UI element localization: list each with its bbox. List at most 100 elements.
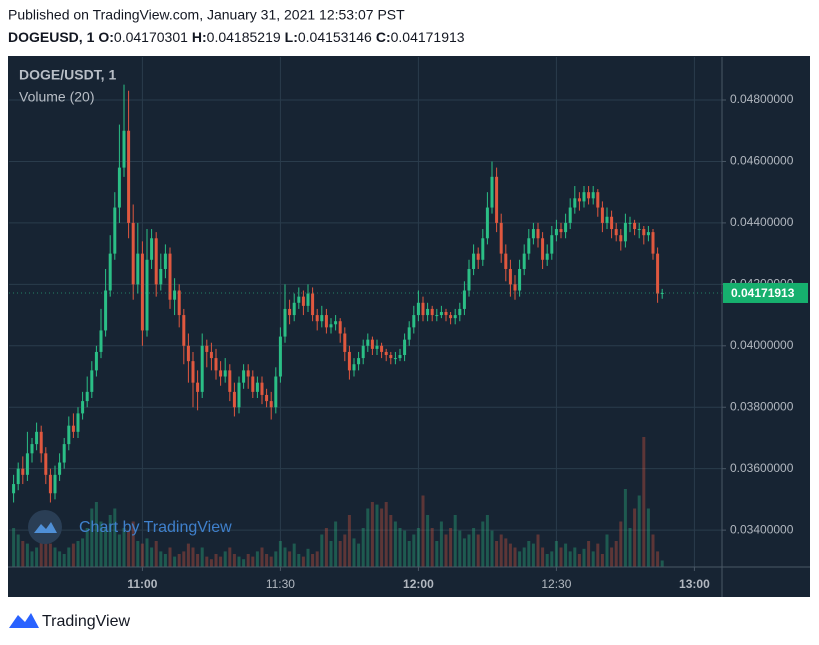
volume-bar bbox=[651, 534, 655, 567]
candle-body bbox=[458, 308, 462, 316]
volume-bar bbox=[380, 508, 384, 567]
volume-bar bbox=[67, 547, 71, 567]
candle-body bbox=[315, 315, 319, 322]
x-tick-label: 12:00 bbox=[403, 577, 434, 591]
candle-body bbox=[163, 253, 167, 269]
candle-body bbox=[113, 207, 117, 254]
candle-body bbox=[554, 229, 558, 236]
volume-bar bbox=[196, 554, 200, 567]
volume-bar bbox=[209, 559, 213, 567]
candle-body bbox=[209, 351, 213, 359]
y-tick-label: 0.03600000 bbox=[730, 461, 794, 475]
candle-body bbox=[320, 315, 324, 322]
candle-body bbox=[568, 207, 572, 223]
candle-body bbox=[117, 167, 121, 208]
footer-icon bbox=[9, 613, 39, 628]
candle-body bbox=[361, 345, 365, 359]
candle-body bbox=[531, 229, 535, 239]
low-label: L: bbox=[285, 29, 298, 45]
volume-bar bbox=[81, 538, 85, 567]
volume-bar bbox=[58, 551, 62, 567]
candle-body bbox=[407, 327, 411, 340]
candle-body bbox=[623, 222, 627, 242]
candle-body bbox=[559, 229, 563, 233]
candle-body bbox=[416, 302, 420, 316]
candle-body bbox=[435, 315, 439, 317]
candle-body bbox=[25, 453, 29, 475]
volume-bar bbox=[90, 508, 94, 567]
candle-body bbox=[504, 253, 508, 269]
candle-body bbox=[53, 474, 57, 494]
candle-body bbox=[154, 238, 158, 285]
volume-bar bbox=[292, 543, 296, 567]
volume-bar bbox=[366, 508, 370, 567]
volume-bar bbox=[495, 541, 499, 567]
candle-body bbox=[306, 293, 310, 306]
volume-bar bbox=[173, 556, 177, 567]
candle-body bbox=[283, 308, 287, 337]
open-value: 0.04170301 bbox=[114, 29, 188, 45]
volume-bar bbox=[168, 547, 172, 567]
candle-body bbox=[430, 308, 434, 316]
volume-bar bbox=[297, 554, 301, 567]
candle-body bbox=[104, 290, 108, 331]
candle-body bbox=[651, 232, 655, 254]
y-tick-label: 0.04600000 bbox=[730, 154, 794, 168]
candle-body bbox=[274, 376, 278, 408]
volume-bar bbox=[614, 541, 618, 567]
volume-bar bbox=[288, 551, 292, 567]
candle-body bbox=[30, 444, 34, 454]
candle-body bbox=[334, 321, 338, 325]
volume-bar bbox=[255, 551, 259, 567]
candle-body bbox=[499, 222, 503, 254]
candle-body bbox=[255, 382, 259, 392]
candle-body bbox=[357, 358, 361, 365]
candle-body bbox=[628, 222, 632, 224]
candle-body bbox=[67, 425, 71, 445]
volume-bar bbox=[357, 543, 361, 567]
volume-bar bbox=[16, 534, 20, 567]
volume-bar bbox=[499, 534, 503, 567]
y-tick-label: 0.04400000 bbox=[730, 215, 794, 229]
volume-bar bbox=[481, 521, 485, 567]
candle-body bbox=[191, 361, 195, 383]
volume-bar bbox=[315, 551, 319, 567]
volume-bar bbox=[35, 547, 39, 567]
candle-body bbox=[140, 253, 144, 331]
volume-bar bbox=[449, 528, 453, 567]
candle-body bbox=[44, 453, 48, 475]
volume-bar bbox=[564, 543, 568, 567]
candle-body bbox=[536, 229, 540, 239]
volume-bar bbox=[85, 528, 89, 567]
volume-bar bbox=[76, 541, 80, 567]
volume-bar bbox=[177, 554, 181, 567]
footer-brand: TradingView bbox=[42, 613, 130, 630]
candle-body bbox=[467, 268, 471, 291]
volume-bar bbox=[531, 543, 535, 567]
volume-bar bbox=[269, 556, 273, 567]
volume-bar bbox=[251, 556, 255, 567]
volume-bar bbox=[421, 495, 425, 567]
volume-bar bbox=[660, 560, 664, 567]
y-tick-label: 0.04800000 bbox=[730, 92, 794, 106]
volume-bar bbox=[527, 541, 531, 567]
candle-body bbox=[398, 355, 402, 359]
candle-body bbox=[145, 259, 149, 331]
volume-bar bbox=[393, 521, 397, 567]
candle-body bbox=[522, 253, 526, 269]
volume-bar bbox=[329, 541, 333, 567]
candle-body bbox=[338, 321, 342, 334]
candle-body bbox=[228, 370, 232, 392]
candle-body bbox=[246, 370, 250, 377]
volume-bar bbox=[338, 541, 342, 567]
candle-body bbox=[127, 130, 131, 223]
volume-bar bbox=[646, 508, 650, 567]
legend-symbol: DOGE/USDT, 1 bbox=[19, 67, 116, 83]
candle-body bbox=[637, 229, 641, 231]
volume-bar bbox=[94, 502, 98, 567]
y-tick-label: 0.03800000 bbox=[730, 399, 794, 413]
volume-bar bbox=[182, 551, 186, 567]
candle-body bbox=[642, 229, 646, 236]
x-tick-label: 11:30 bbox=[266, 577, 295, 591]
published-line: Published on TradingView.com, January 31… bbox=[8, 7, 405, 23]
